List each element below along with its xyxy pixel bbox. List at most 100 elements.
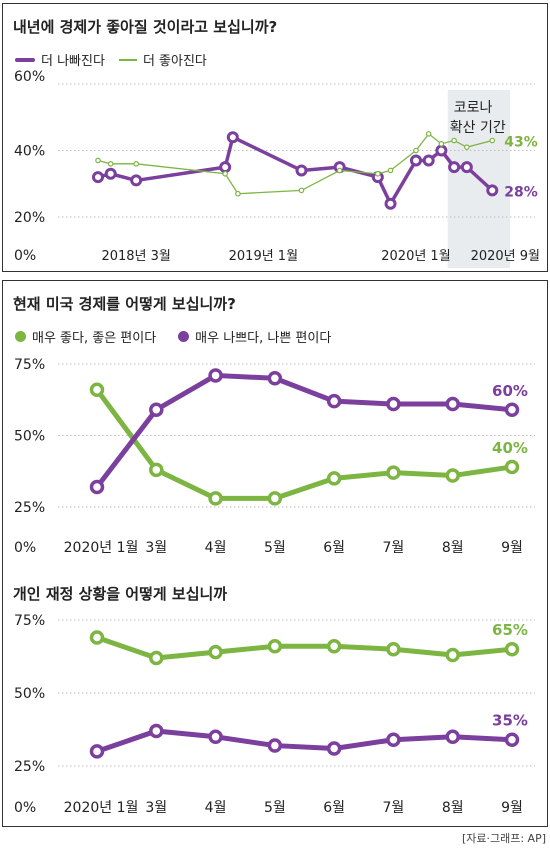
x-tick-label-us-economy: 6월 [323, 540, 345, 556]
y-tick-label-zero-personal-finance: 0% [14, 800, 36, 816]
data-point-us-economy-green [267, 491, 283, 506]
legend-swatch-worse [15, 57, 35, 62]
data-point-us-economy-green [445, 468, 460, 483]
data-point-personal-finance-green [504, 641, 520, 657]
legend-swatch-good [15, 331, 26, 342]
x-tick-label-us-economy: 3월 [145, 540, 167, 556]
series-line-personal-finance-purple [96, 728, 513, 754]
y-tick-label-personal-finance: 25% [14, 759, 45, 775]
y-tick-label-personal-finance: 75% [14, 613, 45, 629]
data-point-us-economy-purple [386, 396, 401, 412]
end-label-better: 43% [504, 135, 538, 151]
y-tick-label-us-economy: 75% [14, 357, 45, 373]
source-credit: [자료·그래프: AP] [461, 832, 546, 845]
data-point-better [235, 190, 241, 197]
x-tick-label-us-economy: 2020년 1월 [64, 540, 139, 556]
legend-outlook: 더 나빠진다 더 좋아진다 [15, 50, 221, 69]
data-point-personal-finance-purple [89, 744, 105, 759]
end-label-personal-finance-purple: 35% [492, 712, 528, 730]
data-point-us-economy-green [504, 459, 520, 475]
chart-title-personal-finance: 개인 재정 상황을 어떻게 보십니까 [13, 585, 228, 603]
chart-title-us-economy: 현재 미국 경제를 어떻게 보십니까? [13, 295, 236, 313]
x-tick-label: 2019년 1월 [229, 249, 298, 264]
x-tick-label-personal-finance: 5월 [264, 800, 286, 816]
data-point-worse [435, 144, 448, 157]
data-point-us-economy-purple [149, 402, 164, 418]
y-tick-label-zero-us-economy: 0% [14, 540, 36, 556]
data-point-personal-finance-green [208, 644, 223, 660]
legend-item-better: 더 좋아진다 [118, 50, 207, 69]
data-point-personal-finance-purple [445, 729, 460, 745]
data-point-worse [226, 131, 239, 144]
data-point-better [298, 187, 305, 194]
covid-band-label-2: 확산 기간 [450, 120, 506, 136]
x-tick-label-us-economy: 9월 [501, 540, 523, 556]
x-tick-label: 2018년 3월 [101, 249, 170, 264]
x-tick-label-personal-finance: 9월 [501, 800, 523, 816]
x-tick-label-personal-finance: 8월 [442, 800, 464, 816]
data-point-worse [422, 154, 435, 167]
data-point-worse [104, 167, 117, 180]
data-point-us-economy-green [89, 382, 105, 397]
x-tick-label-us-economy: 7월 [383, 540, 405, 556]
data-point-personal-finance-green [267, 639, 283, 654]
data-point-worse [295, 164, 308, 177]
data-point-personal-finance-purple [504, 732, 520, 747]
data-point-us-economy-purple [208, 368, 223, 383]
legend-item-bad: 매우 나쁘다, 나쁜 편이다 [178, 327, 331, 346]
data-point-us-economy-purple [89, 479, 105, 495]
data-point-personal-finance-purple [149, 723, 164, 739]
covid-band-label-1: 코로나 [454, 100, 493, 116]
x-tick-label: 2020년 9월 [471, 249, 540, 264]
legend-item-worse: 더 나빠진다 [15, 50, 105, 69]
x-tick-label-us-economy: 5월 [264, 540, 286, 556]
legend-label-worse: 더 나빠진다 [41, 54, 105, 69]
data-point-better [375, 170, 381, 177]
end-label-us-economy-green: 40% [492, 439, 528, 457]
x-tick-label-us-economy: 8월 [442, 540, 464, 556]
series-line-personal-finance-green [96, 635, 513, 661]
y-tick-label: 60% [14, 69, 45, 85]
data-point-personal-finance-green [89, 630, 105, 645]
data-point-better [425, 131, 432, 137]
end-label-us-economy-purple: 60% [492, 382, 528, 400]
data-point-us-economy-purple [267, 371, 283, 386]
data-point-worse [219, 161, 232, 174]
series-line-us-economy-purple [95, 372, 513, 489]
y-tick-label: 20% [14, 210, 45, 226]
data-point-worse [92, 171, 104, 184]
end-label-worse: 28% [504, 184, 538, 200]
data-point-worse [448, 161, 461, 174]
x-tick-label-personal-finance: 2020년 1월 [64, 800, 139, 816]
data-point-us-economy-purple [326, 393, 342, 409]
y-tick-label-us-economy: 50% [14, 429, 45, 445]
data-point-better [413, 147, 419, 154]
y-tick-label-zero: 0% [14, 248, 36, 264]
data-point-better [95, 157, 101, 164]
data-point-worse [130, 174, 143, 187]
data-point-better [107, 161, 114, 167]
chart-title-outlook: 내년에 경제가 좋아질 것이라고 보십니까? [13, 18, 278, 36]
x-tick-label-us-economy: 4월 [205, 540, 227, 556]
data-point-personal-finance-purple [326, 741, 342, 756]
y-tick-label: 40% [14, 144, 45, 160]
data-point-worse [384, 197, 397, 210]
data-point-us-economy-purple [504, 402, 520, 418]
legend-us-economy: 매우 좋다, 좋은 편이다 매우 나쁘다, 나쁜 편이다 [15, 327, 345, 346]
end-label-personal-finance-green: 65% [492, 621, 528, 639]
data-point-personal-finance-purple [267, 738, 283, 753]
data-point-better [438, 141, 445, 147]
data-point-personal-finance-green [445, 647, 460, 663]
data-point-personal-finance-green [149, 650, 164, 666]
data-point-worse [486, 184, 499, 197]
data-point-better [387, 167, 394, 174]
legend-label-good: 매우 좋다, 좋은 편이다 [32, 331, 157, 346]
legend-label-better: 더 좋아진다 [142, 54, 207, 69]
data-point-better [336, 167, 343, 174]
y-tick-label-personal-finance: 50% [14, 686, 45, 702]
series-line-us-economy-green [94, 388, 513, 501]
data-point-worse [409, 154, 422, 167]
data-point-better [133, 161, 139, 167]
data-point-better [489, 137, 496, 144]
data-point-better [451, 137, 457, 144]
